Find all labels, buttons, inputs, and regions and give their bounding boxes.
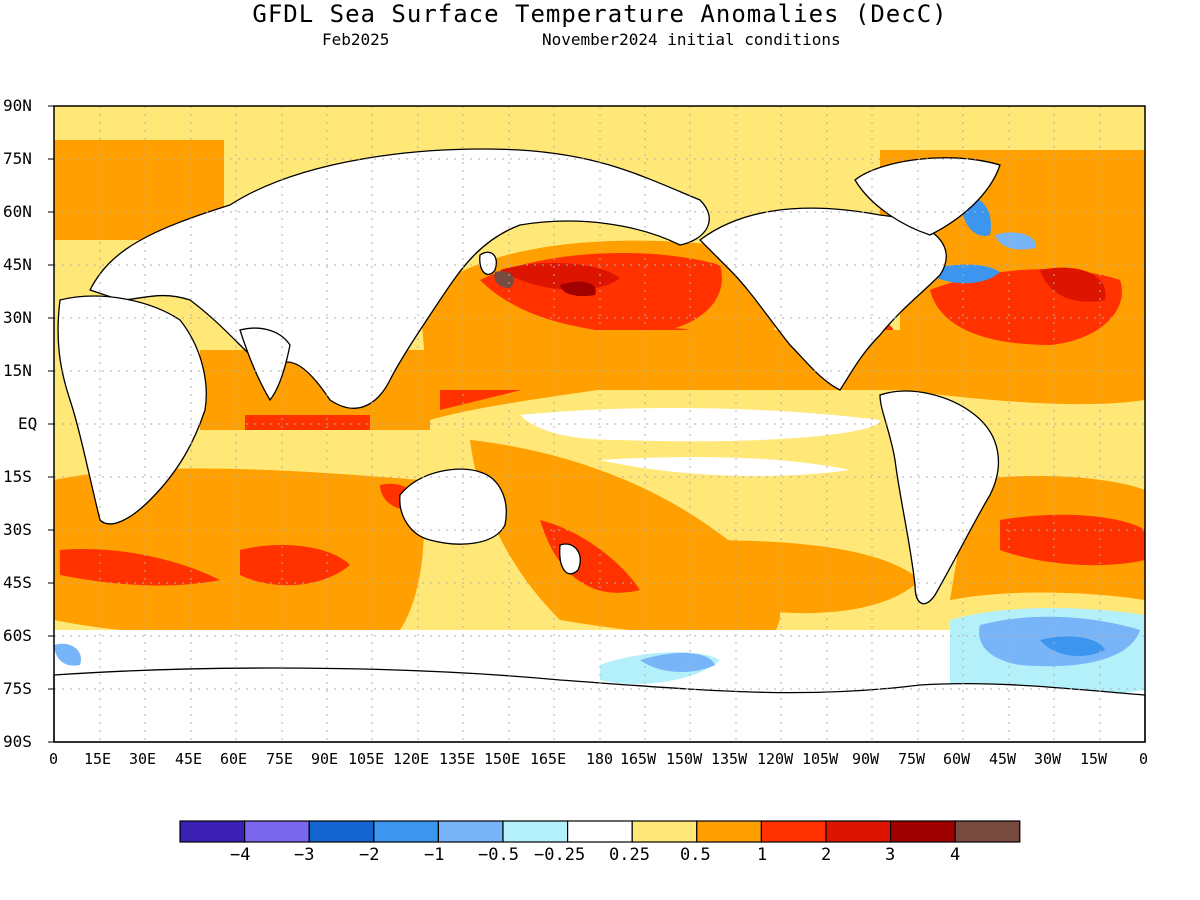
lat-label: 45N [3,255,32,274]
lon-label: 75W [898,750,926,768]
lon-label: 165W [620,750,657,768]
lat-label: 30N [3,308,32,327]
color-swatch [566,820,633,843]
lon-label: 135W [711,750,748,768]
lon-label: 15E [84,750,112,768]
lat-label: 90S [3,732,32,751]
lat-label: 15N [3,361,32,380]
lon-label: 45W [989,750,1017,768]
lon-label: 105E [348,750,385,768]
color-swatch [696,820,762,843]
color-swatch [308,820,375,843]
lon-label: 105W [802,750,839,768]
lon-label: 150E [484,750,521,768]
lon-label: 15W [1080,750,1108,768]
lon-label: 135E [439,750,476,768]
lat-label: 75S [3,679,32,698]
scale-label: −1 [424,845,445,865]
lat-label: 30S [3,520,32,539]
color-swatch [889,820,956,843]
scale-label: 0.5 [680,845,711,865]
scale-label: 3 [885,845,896,865]
lat-label: 60S [3,626,32,645]
scale-label: −0.25 [534,845,586,865]
scale-label: 0.25 [609,845,650,865]
lon-label: 90W [852,750,880,768]
lon-label: 75E [266,750,294,768]
forecast-month: Feb2025 [322,30,390,49]
lon-label: 30E [129,750,157,768]
lon-label: 60E [220,750,248,768]
lon-label: 120W [757,750,794,768]
lon-label: 30W [1034,750,1062,768]
color-swatch [437,820,504,843]
scale-label: 2 [821,845,832,865]
scale-label: −3 [294,845,315,865]
lat-label: 75N [3,149,32,168]
color-scale-swatches [179,820,1021,843]
axis-ticks [48,105,54,743]
grid [54,106,1145,742]
scale-label: −0.5 [478,845,519,865]
lat-label: 90N [3,96,32,115]
color-swatch [825,820,892,843]
color-swatch [954,820,1021,843]
lat-label: EQ [18,414,38,433]
map-title: GFDL Sea Surface Temperature Anomalies (… [252,0,948,28]
scale-label: −2 [359,845,380,865]
color-swatch [631,820,698,843]
lon-label: 0 [49,750,59,768]
lat-label: 45S [3,573,32,592]
color-swatch [760,820,827,843]
lon-label: 180 [586,750,614,768]
color-swatch [373,820,439,843]
initial-conditions: November2024 initial conditions [542,30,841,49]
scale-label: 1 [757,845,768,865]
lon-label: 165E [530,750,567,768]
lon-label: 90E [311,750,339,768]
color-swatch [244,820,310,843]
lon-label: 60W [943,750,971,768]
lon-label: 150W [666,750,703,768]
color-swatch [502,820,569,843]
lat-label: 60N [3,202,32,221]
scale-label: −4 [230,845,251,865]
lon-label: 120E [393,750,430,768]
lon-label: 0 [1139,750,1149,768]
scale-label: 4 [950,845,961,865]
color-swatch [179,820,246,843]
lon-label: 45E [175,750,203,768]
lat-label: 15S [3,467,32,486]
